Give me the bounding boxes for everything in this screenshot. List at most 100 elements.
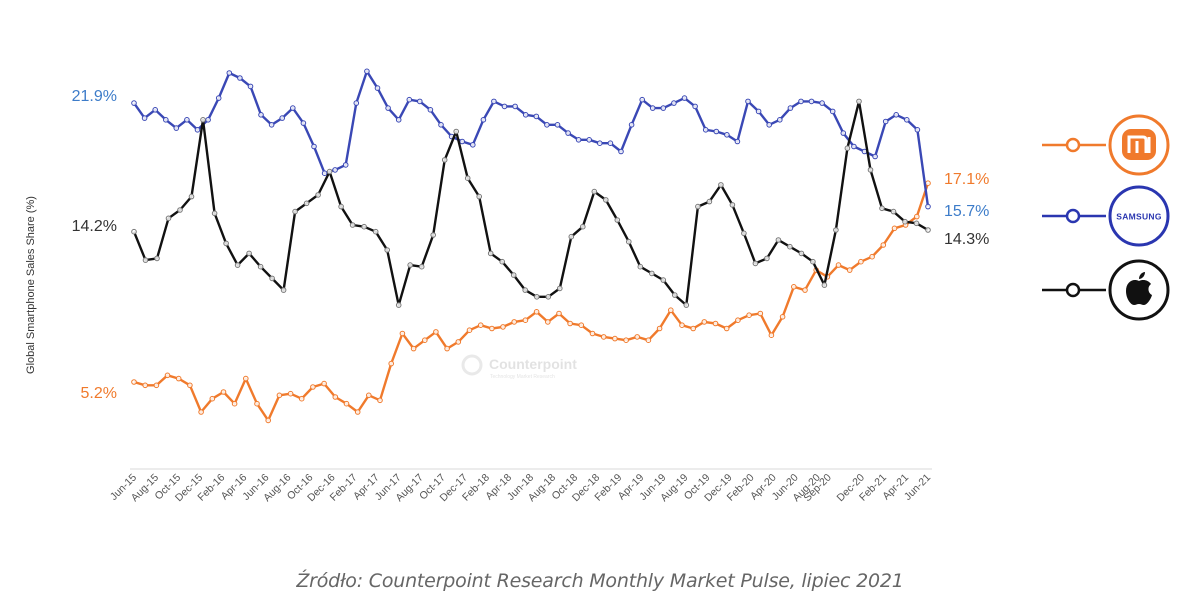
data-point-xiaomi[interactable]: [712, 320, 719, 327]
data-point-apple[interactable]: [603, 197, 609, 203]
data-point-xiaomi[interactable]: [858, 258, 864, 265]
data-point-samsung[interactable]: [533, 113, 540, 120]
data-point-samsung[interactable]: [247, 83, 254, 90]
data-point-samsung[interactable]: [215, 95, 222, 101]
data-point-xiaomi[interactable]: [645, 337, 652, 344]
data-point-xiaomi[interactable]: [511, 319, 518, 325]
data-point-samsung[interactable]: [321, 170, 328, 176]
data-point-samsung[interactable]: [713, 128, 720, 135]
data-point-samsung[interactable]: [438, 122, 444, 128]
data-point-samsung[interactable]: [649, 105, 656, 111]
data-point-apple[interactable]: [292, 208, 298, 215]
data-point-apple[interactable]: [453, 128, 460, 135]
data-point-apple[interactable]: [683, 302, 690, 308]
data-point-apple[interactable]: [430, 232, 437, 238]
data-point-samsung[interactable]: [311, 143, 317, 150]
data-point-samsung[interactable]: [671, 100, 677, 106]
data-point-samsung[interactable]: [724, 132, 730, 138]
data-point-xiaomi[interactable]: [869, 253, 875, 260]
data-point-samsung[interactable]: [406, 96, 413, 103]
legend-item-xiaomi[interactable]: [1042, 114, 1170, 176]
legend-item-apple[interactable]: [1042, 259, 1170, 321]
data-point-samsung[interactable]: [184, 117, 190, 123]
data-point-apple[interactable]: [591, 188, 598, 195]
data-point-apple[interactable]: [614, 217, 621, 223]
data-point-apple[interactable]: [487, 250, 494, 257]
data-point-apple[interactable]: [154, 255, 160, 262]
data-point-apple[interactable]: [626, 238, 632, 245]
data-point-samsung[interactable]: [268, 122, 275, 128]
data-point-xiaomi[interactable]: [623, 337, 629, 344]
data-point-samsung[interactable]: [470, 142, 476, 148]
data-point-samsung[interactable]: [131, 100, 137, 106]
data-point-apple[interactable]: [257, 263, 264, 270]
data-point-apple[interactable]: [522, 287, 529, 293]
data-point-apple[interactable]: [534, 294, 540, 300]
data-point-samsung[interactable]: [395, 117, 402, 123]
data-point-apple[interactable]: [234, 262, 241, 268]
data-point-apple[interactable]: [246, 250, 252, 257]
data-point-samsung[interactable]: [332, 167, 338, 173]
data-point-xiaomi[interactable]: [556, 310, 562, 317]
data-point-apple[interactable]: [660, 277, 667, 283]
data-point-samsung[interactable]: [851, 143, 857, 150]
data-point-xiaomi[interactable]: [500, 324, 506, 330]
data-point-samsung[interactable]: [501, 103, 508, 110]
data-point-xiaomi[interactable]: [220, 389, 227, 395]
data-point-samsung[interactable]: [300, 120, 307, 126]
data-point-apple[interactable]: [672, 292, 678, 298]
data-point-apple[interactable]: [706, 198, 713, 205]
data-point-xiaomi[interactable]: [366, 392, 372, 399]
data-point-apple[interactable]: [395, 302, 402, 308]
data-point-xiaomi[interactable]: [701, 319, 708, 325]
data-point-samsung[interactable]: [681, 95, 688, 101]
data-point-samsung[interactable]: [597, 140, 603, 146]
data-point-xiaomi[interactable]: [422, 337, 428, 344]
data-point-samsung[interactable]: [766, 122, 773, 128]
data-point-samsung[interactable]: [639, 96, 646, 103]
data-point-samsung[interactable]: [194, 127, 201, 133]
data-point-apple[interactable]: [879, 205, 885, 212]
data-point-apple[interactable]: [568, 233, 575, 240]
data-point-samsung[interactable]: [417, 98, 423, 105]
data-point-samsung[interactable]: [925, 203, 931, 210]
data-point-apple[interactable]: [821, 282, 828, 288]
data-point-xiaomi[interactable]: [410, 345, 417, 352]
data-point-apple[interactable]: [499, 258, 506, 265]
data-point-apple[interactable]: [925, 227, 931, 233]
legend-item-samsung[interactable]: SAMSUNG: [1042, 185, 1170, 247]
data-point-apple[interactable]: [303, 200, 310, 207]
data-point-xiaomi[interactable]: [298, 395, 305, 402]
data-point-apple[interactable]: [902, 218, 908, 225]
data-point-xiaomi[interactable]: [343, 400, 350, 407]
data-point-apple[interactable]: [649, 270, 655, 277]
data-point-samsung[interactable]: [755, 108, 762, 115]
data-point-samsung[interactable]: [607, 140, 614, 146]
data-point-xiaomi[interactable]: [231, 400, 238, 407]
data-point-xiaomi[interactable]: [791, 284, 797, 290]
data-point-xiaomi[interactable]: [835, 262, 842, 268]
data-point-apple[interactable]: [890, 208, 897, 215]
data-point-samsung[interactable]: [226, 70, 233, 76]
data-point-xiaomi[interactable]: [321, 380, 327, 387]
data-point-samsung[interactable]: [914, 127, 921, 133]
data-point-apple[interactable]: [729, 202, 736, 208]
data-point-apple[interactable]: [326, 168, 333, 175]
data-point-apple[interactable]: [752, 260, 759, 267]
data-point-samsung[interactable]: [364, 68, 370, 75]
data-point-apple[interactable]: [269, 275, 275, 282]
data-point-samsung[interactable]: [586, 137, 593, 143]
data-point-xiaomi[interactable]: [175, 375, 182, 382]
data-point-apple[interactable]: [188, 193, 195, 200]
data-point-xiaomi[interactable]: [131, 379, 137, 385]
data-point-apple[interactable]: [200, 117, 206, 123]
data-point-xiaomi[interactable]: [466, 327, 473, 334]
data-point-apple[interactable]: [741, 230, 747, 237]
data-point-samsung[interactable]: [808, 98, 815, 105]
data-point-samsung[interactable]: [692, 103, 698, 110]
data-point-xiaomi[interactable]: [779, 314, 786, 320]
data-point-apple[interactable]: [223, 240, 229, 247]
data-point-samsung[interactable]: [628, 122, 635, 128]
data-point-samsung[interactable]: [512, 103, 518, 110]
data-point-apple[interactable]: [315, 192, 321, 198]
